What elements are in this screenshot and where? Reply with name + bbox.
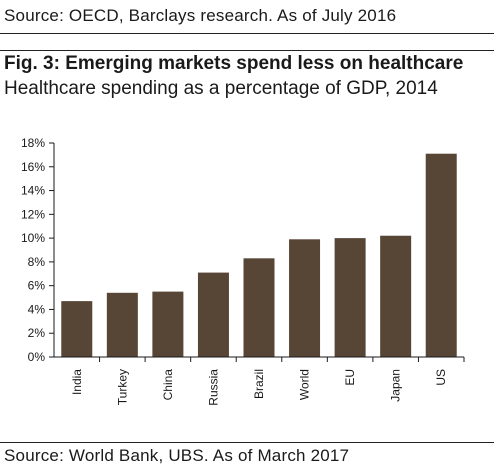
bar: [106, 292, 138, 357]
x-tick-label: Russia: [206, 369, 220, 406]
bar: [197, 272, 229, 357]
y-tick-label: 6%: [28, 279, 46, 293]
y-tick-label: 16%: [21, 160, 45, 174]
bar: [289, 239, 321, 357]
figure-title: Fig. 3: Emerging markets spend less on h…: [4, 53, 464, 74]
bottom-source-note: Source: World Bank, UBS. As of March 201…: [4, 446, 350, 465]
bar: [152, 291, 184, 357]
y-tick-label: 4%: [28, 302, 46, 316]
x-tick-label: EU: [343, 369, 357, 386]
bar: [243, 258, 275, 357]
x-tick-label: India: [70, 369, 84, 395]
y-tick-label: 10%: [21, 231, 45, 245]
bar: [425, 153, 457, 357]
x-tick-label: World: [298, 369, 312, 400]
y-tick-label: 0%: [28, 350, 46, 364]
y-tick-label: 12%: [21, 207, 45, 221]
y-tick-label: 2%: [28, 326, 46, 340]
title-divider: [0, 50, 494, 51]
x-tick-label: Brazil: [252, 369, 266, 399]
bars: [61, 153, 457, 357]
bottom-divider: [0, 442, 494, 443]
bar: [61, 301, 93, 357]
x-axis: India Turkey China Russia Brazil World EU Japan…: [54, 356, 465, 406]
y-tick-label: 14%: [21, 184, 45, 198]
y-tick-label: 8%: [28, 255, 46, 269]
x-tick-label: China: [161, 369, 175, 401]
x-tick-label: US: [434, 369, 448, 386]
figure-subtitle: Healthcare spending as a percentage of G…: [4, 78, 438, 99]
bar: [380, 235, 412, 357]
x-tick-label: Japan: [389, 369, 403, 402]
bar-chart: 0% 2% 4% 6% 8% 10% 12% 14% 16% 18% India Turkey Chi…: [21, 136, 465, 406]
top-divider: [0, 33, 494, 34]
x-tick-label: Turkey: [115, 369, 129, 405]
y-axis: 0% 2% 4% 6% 8% 10% 12% 14% 16% 18%: [21, 136, 55, 364]
top-source-note: Source: OECD, Barclays research. As of J…: [4, 6, 397, 25]
y-tick-label: 18%: [21, 136, 45, 150]
bar: [334, 238, 366, 357]
